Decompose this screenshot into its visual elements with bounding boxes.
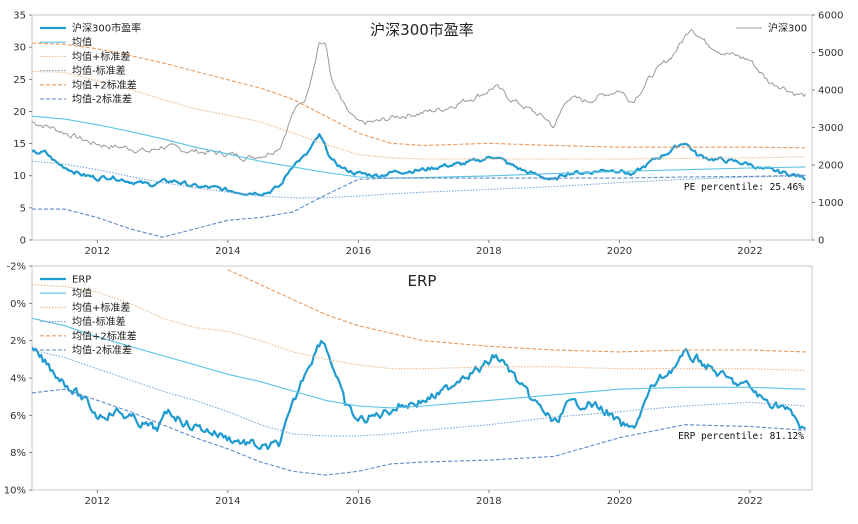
y-tick-label: -2% — [7, 262, 26, 273]
x-tick-label: 2022 — [737, 246, 762, 257]
series-line-index — [32, 29, 806, 162]
legend-label: 均值-标准差 — [72, 315, 126, 328]
y-tick-label: 30 — [13, 43, 26, 54]
series-line-5 — [32, 174, 806, 238]
y2-tick-label: 4000 — [818, 86, 843, 97]
x-tick-label: 2012 — [85, 496, 110, 507]
y-tick-label: 35 — [13, 11, 26, 22]
y-tick-label: 6% — [10, 411, 26, 422]
y-tick-label: 2% — [10, 336, 26, 347]
y-tick-label: 8% — [10, 448, 26, 459]
y-tick-label: 20 — [13, 107, 26, 118]
series-line-3 — [32, 160, 806, 199]
y-tick-label: 15 — [13, 139, 26, 150]
legend-label-index: 沪深300 — [768, 22, 807, 35]
y2-tick-label: 0 — [818, 236, 824, 247]
erp-chart: -2% 0% 2% 4% 6% 8% 10% 2012 2014 2016 2018 2020 2022… — [4, 262, 813, 507]
chart-title: 沪深300市盈率 — [370, 21, 474, 39]
y-tick-label: 5 — [20, 203, 26, 214]
y2-tick-label: 1000 — [818, 198, 843, 209]
series-line-4 — [227, 269, 806, 353]
x-tick-label: 2020 — [607, 496, 632, 507]
series-line-1 — [32, 317, 806, 409]
y-tick-label: 4% — [10, 374, 26, 385]
legend-label: 均值+2标准差 — [72, 329, 137, 342]
legend-label: 均值-标准差 — [72, 64, 126, 77]
y2-tick-label: 6000 — [818, 11, 843, 22]
series-group — [32, 269, 807, 476]
series-group — [32, 29, 807, 238]
legend-label: 均值 — [72, 36, 92, 49]
series-line-2 — [32, 70, 806, 160]
series-line-4 — [32, 42, 806, 149]
legend-label: 均值-2标准差 — [72, 344, 132, 357]
y2-tick-label: 3000 — [818, 123, 843, 134]
x-tick-label: 2022 — [737, 496, 762, 507]
percentile-annotation: PE percentile: 25.46% — [684, 182, 804, 193]
y-tick-label: 0 — [20, 236, 26, 247]
x-tick-label: 2020 — [607, 246, 632, 257]
y2-tick-label: 5000 — [818, 48, 843, 59]
legend-label: 均值+2标准差 — [72, 78, 137, 91]
series-line-3 — [32, 349, 806, 437]
legend-label: 均值+标准差 — [72, 301, 130, 314]
x-tick-label: 2016 — [346, 246, 371, 257]
x-tick-label: 2014 — [215, 246, 240, 257]
plot-frame — [31, 265, 813, 491]
percentile-annotation: ERP percentile: 81.12% — [678, 431, 804, 442]
plot-frame — [31, 14, 813, 241]
x-tick-label: 2012 — [85, 246, 110, 257]
y-tick-label: 25 — [13, 75, 26, 86]
legend-label: 均值 — [72, 287, 92, 300]
x-tick-label: 2016 — [346, 496, 371, 507]
x-tick-label: 2014 — [215, 496, 240, 507]
legend-label: 沪深300市盈率 — [72, 22, 141, 35]
series-line-1 — [32, 115, 806, 179]
pe-chart: 0 5 10 15 20 25 30 35 2012 2014 2016 2018 2020 2022 0 1… — [13, 11, 843, 258]
legend-label: ERP — [72, 275, 91, 286]
y-tick-label: 10 — [13, 171, 26, 182]
y-tick-label: 10% — [4, 486, 26, 497]
series-line-0 — [32, 340, 807, 451]
y2-tick-label: 2000 — [818, 161, 843, 172]
legend-label: 均值-2标准差 — [72, 93, 132, 106]
series-line-2 — [32, 284, 806, 372]
x-tick-label: 2018 — [476, 496, 501, 507]
x-tick-label: 2018 — [476, 246, 501, 257]
series-line-5 — [32, 388, 806, 476]
chart-title: ERP — [408, 272, 437, 290]
legend-label: 均值+标准差 — [72, 50, 130, 63]
y-tick-label: 0% — [10, 299, 26, 310]
